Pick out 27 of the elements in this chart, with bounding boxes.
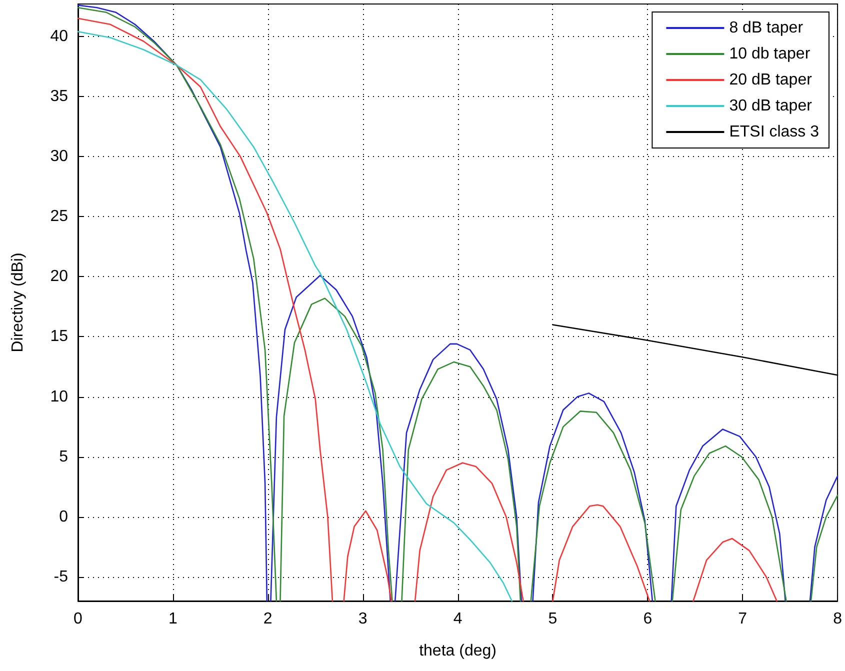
x-tick-label: 0 bbox=[74, 610, 83, 628]
x-tick-label: 3 bbox=[358, 610, 368, 628]
line-series bbox=[77, 30, 513, 602]
x-axis-title: theta (deg) bbox=[419, 642, 496, 660]
x-tick-label: 2 bbox=[263, 610, 272, 628]
y-tick-label: 10 bbox=[50, 388, 68, 406]
y-tick-label: 25 bbox=[50, 208, 68, 226]
y-axis-title: Directivy (dBi) bbox=[10, 252, 26, 352]
y-tick-label: 15 bbox=[50, 328, 68, 346]
x-tick-label: 1 bbox=[168, 610, 178, 628]
y-tick-label: 30 bbox=[50, 148, 68, 166]
x-tick-label: 5 bbox=[548, 610, 558, 628]
x-tick-label: 7 bbox=[738, 610, 748, 628]
legend-label: ETSI class 3 bbox=[729, 124, 820, 140]
legend-label: 10 db taper bbox=[729, 46, 811, 62]
y-tick-label: 40 bbox=[50, 28, 68, 45]
y-tick-label: 20 bbox=[50, 268, 68, 286]
legend-label: 8 dB taper bbox=[729, 20, 804, 36]
legend-label: 20 dB taper bbox=[729, 72, 813, 88]
legend-label: 30 dB taper bbox=[729, 98, 813, 114]
x-tick-label: 4 bbox=[453, 610, 462, 628]
y-tick-label: 35 bbox=[50, 88, 68, 105]
y-tick-label: 5 bbox=[59, 448, 68, 466]
x-tick-label: 8 bbox=[833, 610, 842, 628]
y-tick-label: -5 bbox=[54, 568, 68, 586]
x-tick-label: 6 bbox=[643, 610, 652, 628]
y-tick-label: 0 bbox=[59, 508, 68, 526]
